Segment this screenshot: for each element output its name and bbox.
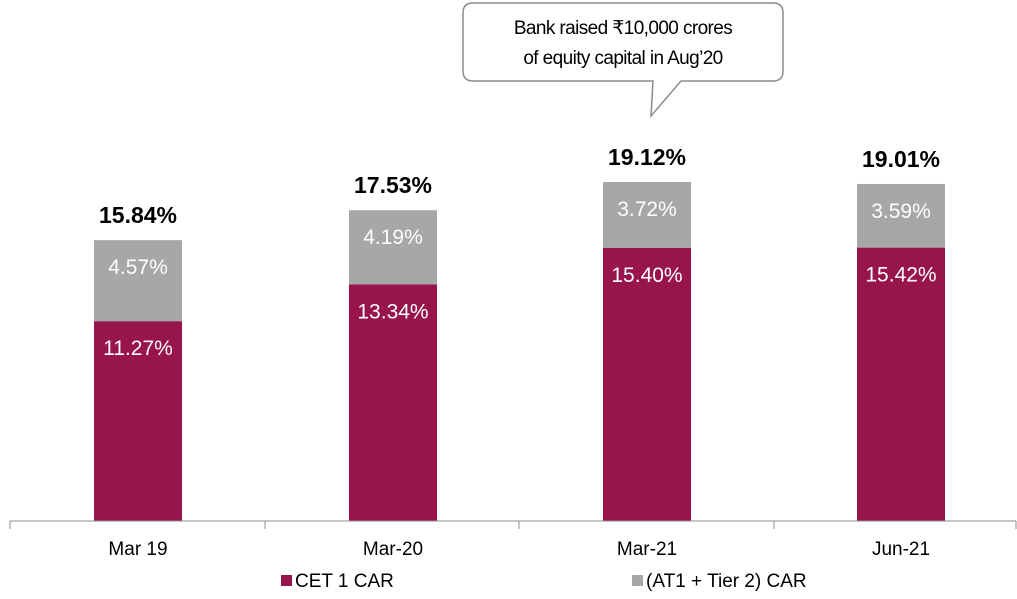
legend-swatch-at1-tier2 (632, 575, 643, 586)
legend: CET 1 CAR (AT1 + Tier 2) CAR (281, 571, 807, 592)
x-axis-category-label: Mar 19 (108, 539, 167, 560)
bar-cet1 (349, 284, 437, 521)
callout-line-1: Bank raised ₹10,000 crores (514, 18, 732, 39)
bars-layer: 11.27% 4.57% 15.84% 13.34% 4.19% 17.53% 15.40%… (94, 144, 945, 522)
data-label-cet1: 11.27% (103, 337, 173, 360)
data-label-cet1: 15.42% (865, 264, 936, 287)
bar-at1-tier2 (603, 182, 691, 248)
bar-cet1 (857, 247, 945, 521)
x-axis-category-label: Jun-21 (872, 539, 930, 560)
bar-at1-tier2 (94, 240, 182, 322)
bar-cet1 (603, 247, 691, 522)
data-label-at1-tier2: 4.57% (108, 256, 168, 279)
data-label-at1-tier2: 4.19% (363, 226, 423, 249)
x-axis-ticks (9, 521, 1017, 529)
bar-at1-tier2 (349, 210, 437, 285)
legend-label-at1-tier2: (AT1 + Tier 2) CAR (646, 571, 807, 592)
callout-line-2: of equity capital in Aug’20 (523, 48, 722, 69)
bar-at1-tier2 (857, 183, 945, 248)
total-label: 17.53% (354, 172, 432, 198)
total-label: 19.12% (608, 144, 686, 170)
x-axis-category-label: Mar-21 (617, 539, 677, 560)
data-label-at1-tier2: 3.72% (617, 198, 677, 221)
x-axis-categories: Mar 19 Mar-20 Mar-21 Jun-21 (108, 539, 930, 560)
x-axis-category-label: Mar-20 (363, 539, 423, 560)
legend-label-cet1: CET 1 CAR (295, 571, 394, 592)
callout-bubble (462, 2, 784, 119)
data-label-cet1: 13.34% (357, 300, 428, 323)
total-label: 15.84% (99, 202, 177, 228)
legend-swatch-cet1 (281, 575, 292, 586)
data-label-at1-tier2: 3.59% (871, 200, 931, 223)
annotation-callout: Bank raised ₹10,000 crores of equity cap… (462, 2, 784, 119)
bar-cet1 (94, 321, 182, 521)
total-label: 19.01% (862, 146, 940, 172)
data-label-cet1: 15.40% (611, 264, 682, 287)
